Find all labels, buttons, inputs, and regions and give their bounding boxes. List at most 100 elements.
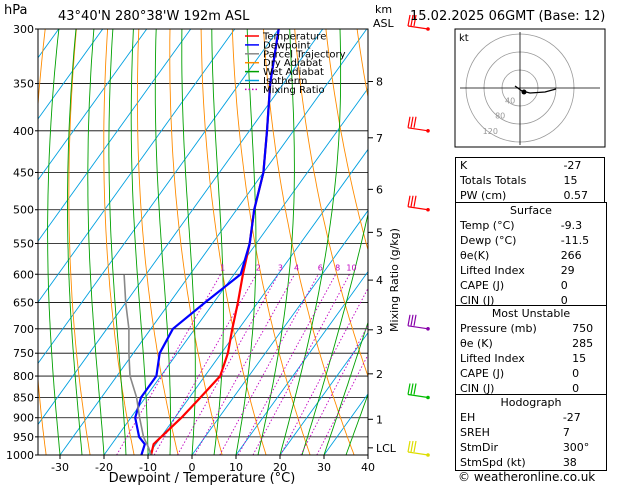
wind-barb-flag xyxy=(407,14,411,27)
most-unstable-title: Most Unstable xyxy=(491,307,571,320)
pressure-tick-label: 800 xyxy=(13,370,34,383)
plot-frame xyxy=(37,28,369,456)
isotherm-line xyxy=(38,29,104,120)
temperature-tick-label: -10 xyxy=(139,461,157,474)
dry-adiabat-line xyxy=(136,29,179,455)
km-tick-label: 1 xyxy=(376,413,383,426)
km-tick-label: LCL xyxy=(376,442,397,455)
wind-barb xyxy=(407,451,429,456)
wind-barb-flag xyxy=(410,383,414,395)
isotherm-line xyxy=(235,270,368,455)
km-tick-label: 2 xyxy=(376,368,383,381)
temperature-tick-label: 40 xyxy=(361,461,375,474)
wind-barb-flag xyxy=(413,195,417,207)
index-row-tt: Totals Totals 15 xyxy=(460,174,578,187)
wind-barb-dot xyxy=(426,326,430,331)
wind-barb-flag xyxy=(410,195,414,207)
hodograph-title: Hodograph xyxy=(500,396,562,409)
dry-adiabat-line xyxy=(231,29,311,455)
wind-barb-dot xyxy=(426,27,430,31)
isotherm-line xyxy=(38,29,280,365)
mixing-ratio-label: 15 xyxy=(372,263,382,272)
mixing-ratio-line xyxy=(116,274,222,455)
surface-title: Surface xyxy=(510,204,552,217)
mixing-ratio-label: 1 xyxy=(220,263,225,272)
pressure-tick-label: 700 xyxy=(13,323,34,336)
wet-adiabat-line xyxy=(301,211,368,455)
pressure-tick-label: 600 xyxy=(13,268,34,281)
wind-barb-flag xyxy=(413,14,417,27)
wind-barbs xyxy=(407,14,430,457)
wind-barb-flag xyxy=(413,440,417,453)
pressure-tick-label: 900 xyxy=(13,412,34,425)
wind-barb-flag xyxy=(410,440,414,453)
legend-label: Dewpoint xyxy=(263,40,311,51)
dry-adiabat-line xyxy=(200,29,267,455)
x-axis-label: Dewpoint / Temperature (°C) xyxy=(109,471,296,486)
pressure-tick-label: 450 xyxy=(13,166,34,179)
mixing-ratio-line xyxy=(194,274,295,455)
wind-barb-flag xyxy=(407,440,411,453)
wet-adiabat-line xyxy=(345,393,368,455)
mixing-ratio-label: 6 xyxy=(318,263,323,272)
wet-adiabat-line xyxy=(279,29,342,455)
legend-label: Temperature xyxy=(262,32,326,43)
wind-barb xyxy=(407,393,429,399)
wet-adiabat-line xyxy=(87,29,105,455)
km-tick-label: 6 xyxy=(376,183,383,196)
wind-barb-flag xyxy=(410,314,414,326)
wind-barb-flag xyxy=(413,383,417,395)
pressure-tick-label: 1000 xyxy=(6,449,34,462)
hodograph-box: Hodograph EH -27 SREH 7 StmDir 300° StmSpd … xyxy=(455,394,607,471)
pressure-tick-label: 650 xyxy=(13,297,34,310)
temperature-tick-label: -20 xyxy=(95,461,113,474)
legend-label: Parcel Trajectory xyxy=(263,49,346,60)
mixing-ratio-label: 25 xyxy=(406,263,416,272)
pressure-tick-label: 550 xyxy=(13,237,34,250)
storm-motion-marker xyxy=(521,89,527,95)
temperature-tick-label: 20 xyxy=(273,461,287,474)
wet-adiabat-line xyxy=(130,29,149,455)
dry-adiabat-line xyxy=(169,29,223,455)
index-table: K -27 Totals Totals 15 PW (cm) 0.57 xyxy=(455,157,605,204)
height-unit: km xyxy=(375,3,392,16)
pressure-unit: hPa xyxy=(4,3,27,18)
index-row-pw: PW (cm) 0.57 xyxy=(460,189,588,202)
mixing-ratio-line xyxy=(280,287,368,455)
isotherm-line xyxy=(59,29,368,455)
wet-adiabat-line xyxy=(235,29,257,455)
mixing-ratio-line xyxy=(316,353,368,455)
wind-barb-flag xyxy=(407,314,411,326)
dry-adiabat-line xyxy=(294,29,368,378)
km-tick-label: 5 xyxy=(376,226,383,239)
mixing-ratio-label: 2 xyxy=(256,263,261,272)
dry-adiabat-line xyxy=(38,29,47,455)
wet-adiabat-line xyxy=(108,29,127,455)
wet-adiabat-line xyxy=(47,29,61,455)
dewpoint-profile xyxy=(134,29,280,455)
km-tick-label: 3 xyxy=(376,324,383,337)
wind-barb-dot xyxy=(426,207,430,212)
isotherm-line xyxy=(38,29,192,242)
wet-adiabat-line xyxy=(67,29,83,455)
wind-barb-dot xyxy=(426,395,430,400)
wind-barb xyxy=(407,127,429,132)
legend-label: Mixing Ratio xyxy=(263,85,325,96)
km-tick-label: 8 xyxy=(376,76,383,89)
mixing-ratio-label: 8 xyxy=(335,263,340,272)
wind-barb-flag xyxy=(413,314,417,326)
mixing-ratio-line xyxy=(300,323,368,455)
isotherm-line xyxy=(38,29,148,181)
dry-adiabat-line xyxy=(607,29,629,455)
isotherm-line xyxy=(38,29,236,303)
wet-adiabat-line xyxy=(323,320,368,455)
temperature-tick-label: 0 xyxy=(189,461,196,474)
footer-credit: © weatheronline.co.uk xyxy=(458,470,596,484)
legend-label: Isotherm xyxy=(263,76,307,87)
mixing-ratio-label: 3 xyxy=(278,263,283,272)
hodograph-unit: kt xyxy=(459,33,469,44)
index-row-k: K -27 xyxy=(460,159,582,172)
mixing-ratio-label: 4 xyxy=(294,263,299,272)
